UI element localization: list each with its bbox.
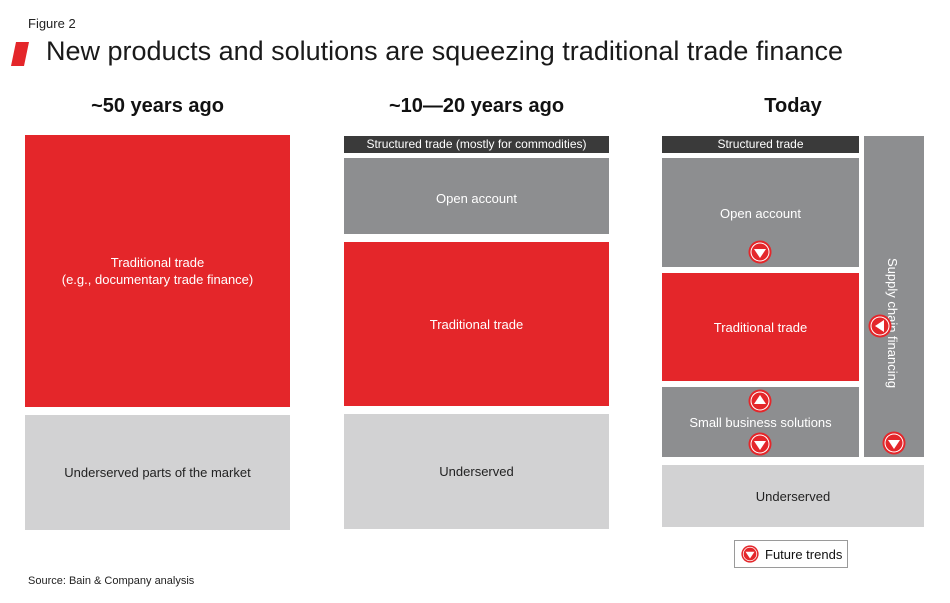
block-structured-trade-today: Structured trade [662, 136, 859, 153]
block-structured-trade-10-20: Structured trade (mostly for commodities… [344, 136, 609, 153]
block-traditional-trade-today: Traditional trade [662, 273, 859, 381]
column-heading-50-years: ~50 years ago [91, 95, 224, 117]
source-note: Source: Bain & Company analysis [28, 575, 195, 587]
column-heading-today: Today [764, 95, 822, 117]
title-accent-mark [11, 42, 29, 66]
trend-up-arrow-icon [748, 389, 772, 413]
block-traditional-trade-10-20: Traditional trade [344, 242, 609, 406]
down-arrow-circle-icon [741, 545, 759, 563]
figure-label: Figure 2 [28, 16, 76, 31]
block-underserved-50: Underserved parts of the market [25, 415, 290, 530]
trend-down-arrow-icon [748, 432, 772, 456]
trend-left-arrow-icon [868, 314, 892, 338]
trend-down-arrow-icon [882, 431, 906, 455]
block-underserved-today: Underserved [662, 465, 924, 527]
page-title: New products and solutions are squeezing… [46, 36, 843, 66]
column-heading-10-20-years: ~10—20 years ago [388, 95, 565, 117]
block-supply-chain-financing-today: Supply chain financing [864, 136, 924, 457]
legend: Future trends [734, 540, 848, 568]
block-underserved-10-20: Underserved [344, 414, 609, 529]
legend-label: Future trends [765, 546, 843, 562]
trend-down-arrow-icon [748, 240, 772, 264]
block-traditional-trade-50: Traditional trade (e.g., documentary tra… [25, 135, 290, 407]
block-open-account-10-20: Open account [344, 158, 609, 234]
supply-chain-financing-label: Supply chain financing [885, 258, 900, 389]
